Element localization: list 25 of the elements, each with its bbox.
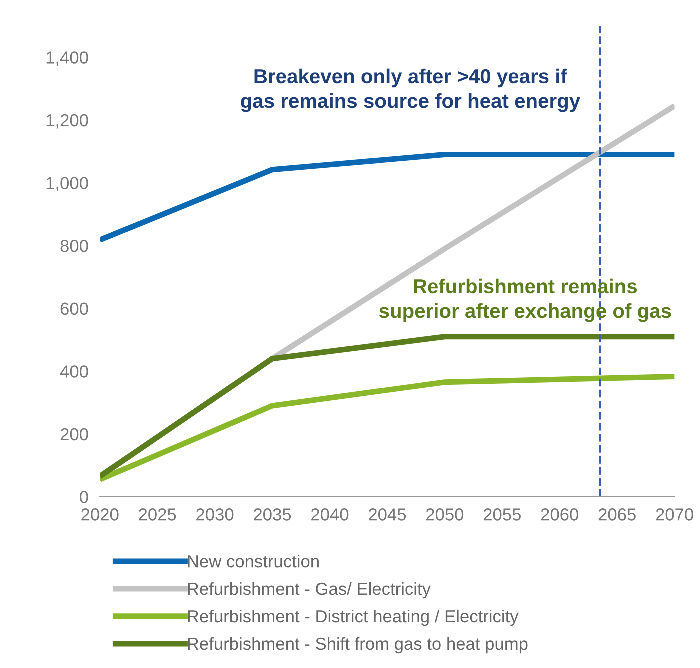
x-tick-label: 2035 (254, 508, 292, 521)
y-tick-label: 1,200 (46, 114, 88, 129)
y-tick-label: 600 (60, 302, 88, 316)
y-tick-label: 1,400 (46, 52, 88, 66)
y-tick-label: 800 (60, 240, 88, 252)
y-tick-label: 400 (60, 366, 88, 378)
annotation: Refurbishment remains superior after exchange of gas (379, 278, 672, 322)
x-tick-label: 2045 (369, 508, 406, 521)
x-tick-label: 2050 (426, 508, 464, 521)
x-tick-label: 2055 (484, 508, 521, 521)
y-tick-label: 200 (60, 428, 88, 441)
x-tick-label: 2020 (82, 508, 119, 521)
x-tick-label: 2025 (139, 508, 176, 521)
y-tick-label: 0 (80, 491, 88, 504)
legend-label: Refurbishment - District heating / Electricity (188, 610, 519, 626)
x-tick-label: 2070 (656, 508, 694, 521)
y-tick-label: 1,000 (46, 177, 88, 192)
x-tick-label: 2030 (196, 508, 234, 521)
x-tick-label: 2040 (312, 508, 349, 521)
annotation: Breakeven only after >40 years if gas remains source for heat energy (241, 68, 580, 112)
legend-label: Refurbishment - Gas/ Electricity (188, 582, 431, 599)
legend-label: New construction (188, 555, 319, 568)
x-tick-label: 2060 (541, 508, 578, 521)
legend-label: Refurbishment - Shift from gas to heat pump (188, 637, 528, 654)
x-tick-label: 2065 (598, 508, 636, 521)
